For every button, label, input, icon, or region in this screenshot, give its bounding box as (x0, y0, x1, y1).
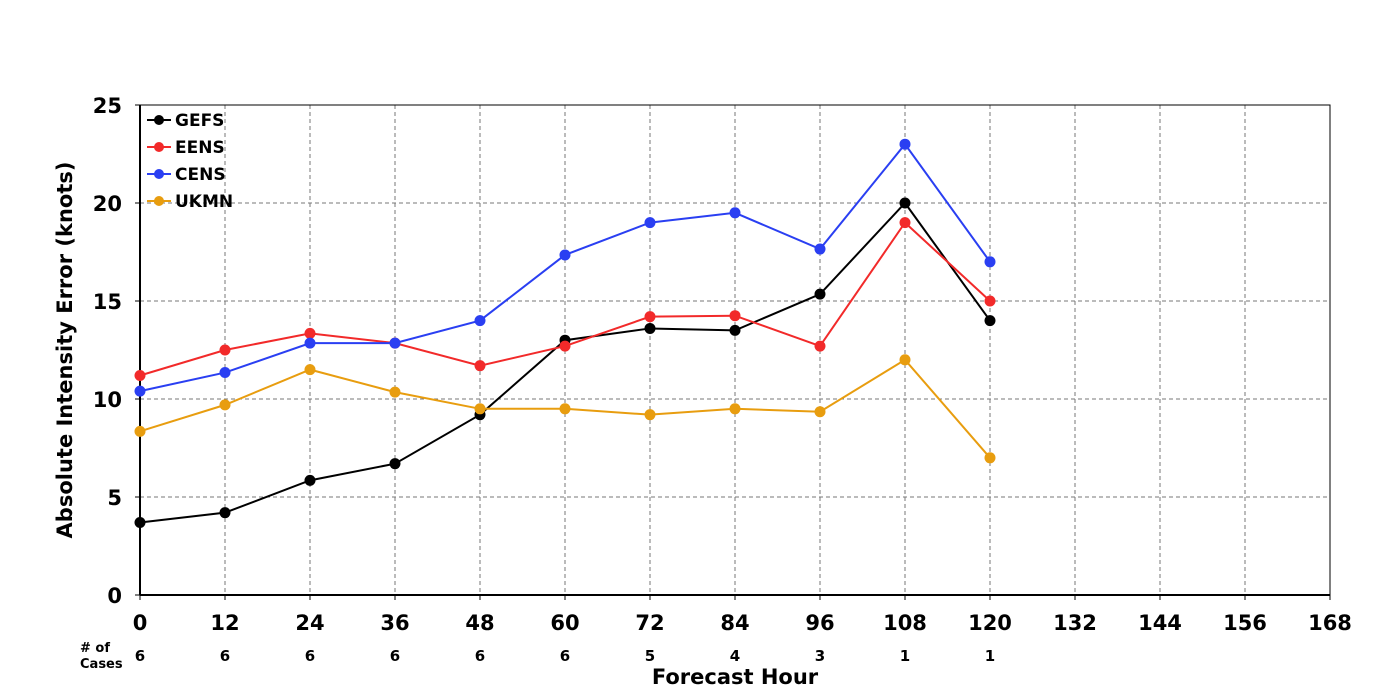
legend-label-ukmn: UKMN (175, 192, 233, 212)
series-lines (134, 138, 996, 528)
x-tick-label-168: 168 (1308, 611, 1352, 635)
y-axis-title: Absolute Intensity Error (knots) (53, 162, 77, 539)
data-point-gefs-84 (729, 324, 741, 336)
data-point-cens-12 (219, 367, 231, 379)
legend-label-eens: EENS (175, 138, 225, 158)
x-tick-label-24: 24 (295, 611, 324, 635)
x-tick-label-156: 156 (1223, 611, 1267, 635)
data-point-eens-108 (899, 217, 911, 229)
case-count-96: 3 (815, 647, 825, 665)
data-point-ukmn-120 (984, 452, 996, 464)
y-tick-label-20: 20 (93, 192, 122, 216)
data-point-cens-60 (559, 249, 571, 261)
data-point-ukmn-72 (644, 409, 656, 421)
data-point-eens-48 (474, 360, 486, 372)
y-tick-label-5: 5 (107, 486, 122, 510)
x-tick-label-120: 120 (968, 611, 1012, 635)
case-count-72: 5 (645, 647, 655, 665)
tick-labels: 0 12 24 36 48 60 72 84 96 108 120 132 144 156 168 0 5 10 1… (93, 94, 1352, 635)
grid-lines (140, 105, 1330, 595)
data-point-cens-120 (984, 256, 996, 268)
data-point-cens-48 (474, 315, 486, 327)
data-point-ukmn-0 (134, 425, 146, 437)
legend-swatch-marker-ukmn (154, 196, 164, 206)
legend-item-gefs: GEFS (147, 111, 224, 131)
data-point-cens-72 (644, 217, 656, 229)
data-point-gefs-24 (304, 474, 316, 486)
case-count-0: 6 (135, 647, 145, 665)
x-tick-label-144: 144 (1138, 611, 1182, 635)
data-point-gefs-120 (984, 315, 996, 327)
data-point-eens-120 (984, 295, 996, 307)
legend-label-cens: CENS (175, 165, 226, 185)
legend-swatch-marker-cens (154, 169, 164, 179)
data-point-ukmn-84 (729, 403, 741, 415)
data-point-cens-108 (899, 138, 911, 150)
data-point-gefs-72 (644, 322, 656, 334)
data-point-gefs-108 (899, 197, 911, 209)
data-point-ukmn-36 (389, 386, 401, 398)
legend-item-eens: EENS (147, 138, 225, 158)
data-point-eens-0 (134, 369, 146, 381)
data-point-gefs-36 (389, 458, 401, 470)
legend-swatch-marker-eens (154, 142, 164, 152)
series-ukmn (134, 354, 996, 464)
x-tick-label-132: 132 (1053, 611, 1097, 635)
series-cens (134, 138, 996, 397)
data-point-cens-96 (814, 243, 826, 255)
legend-item-cens: CENS (147, 165, 226, 185)
data-point-gefs-12 (219, 507, 231, 519)
x-tick-label-0: 0 (133, 611, 148, 635)
data-point-cens-36 (389, 337, 401, 349)
legend: GEFS EENS CENS UKMN (147, 111, 233, 212)
case-count-row: # of Cases 6 6 6 6 6 6 5 4 3 1 1 (80, 641, 995, 672)
data-point-eens-60 (559, 340, 571, 352)
x-tick-label-96: 96 (805, 611, 834, 635)
case-count-48: 6 (475, 647, 485, 665)
y-tick-label-25: 25 (93, 94, 122, 118)
cases-label-line1: # of (80, 641, 110, 656)
data-point-ukmn-48 (474, 403, 486, 415)
data-point-eens-84 (729, 310, 741, 322)
data-point-ukmn-60 (559, 403, 571, 415)
case-count-12: 6 (220, 647, 230, 665)
x-tick-label-108: 108 (883, 611, 927, 635)
data-point-cens-84 (729, 207, 741, 219)
data-point-ukmn-24 (304, 364, 316, 376)
x-tick-label-72: 72 (635, 611, 664, 635)
x-tick-label-36: 36 (380, 611, 409, 635)
y-tick-label-0: 0 (107, 584, 122, 608)
data-point-ukmn-12 (219, 399, 231, 411)
legend-item-ukmn: UKMN (147, 192, 233, 212)
data-point-gefs-96 (814, 288, 826, 300)
x-tick-label-48: 48 (465, 611, 494, 635)
data-point-gefs-0 (134, 516, 146, 528)
data-point-ukmn-108 (899, 354, 911, 366)
data-point-eens-96 (814, 340, 826, 352)
case-count-120: 1 (985, 647, 995, 665)
cases-label-line2: Cases (80, 657, 123, 672)
x-tick-label-12: 12 (210, 611, 239, 635)
data-point-ukmn-96 (814, 406, 826, 418)
x-axis-title: Forecast Hour (652, 665, 819, 689)
case-count-24: 6 (305, 647, 315, 665)
data-point-cens-24 (304, 337, 316, 349)
legend-label-gefs: GEFS (175, 111, 224, 131)
case-count-36: 6 (390, 647, 400, 665)
y-tick-label-15: 15 (93, 290, 122, 314)
data-point-eens-12 (219, 344, 231, 356)
data-point-eens-24 (304, 327, 316, 339)
x-tick-label-60: 60 (550, 611, 579, 635)
data-point-eens-72 (644, 311, 656, 323)
data-point-cens-0 (134, 385, 146, 397)
case-count-60: 6 (560, 647, 570, 665)
x-tick-label-84: 84 (720, 611, 749, 635)
case-count-108: 1 (900, 647, 910, 665)
case-count-84: 4 (730, 647, 740, 665)
legend-swatch-marker-gefs (154, 115, 164, 125)
y-tick-label-10: 10 (93, 388, 122, 412)
